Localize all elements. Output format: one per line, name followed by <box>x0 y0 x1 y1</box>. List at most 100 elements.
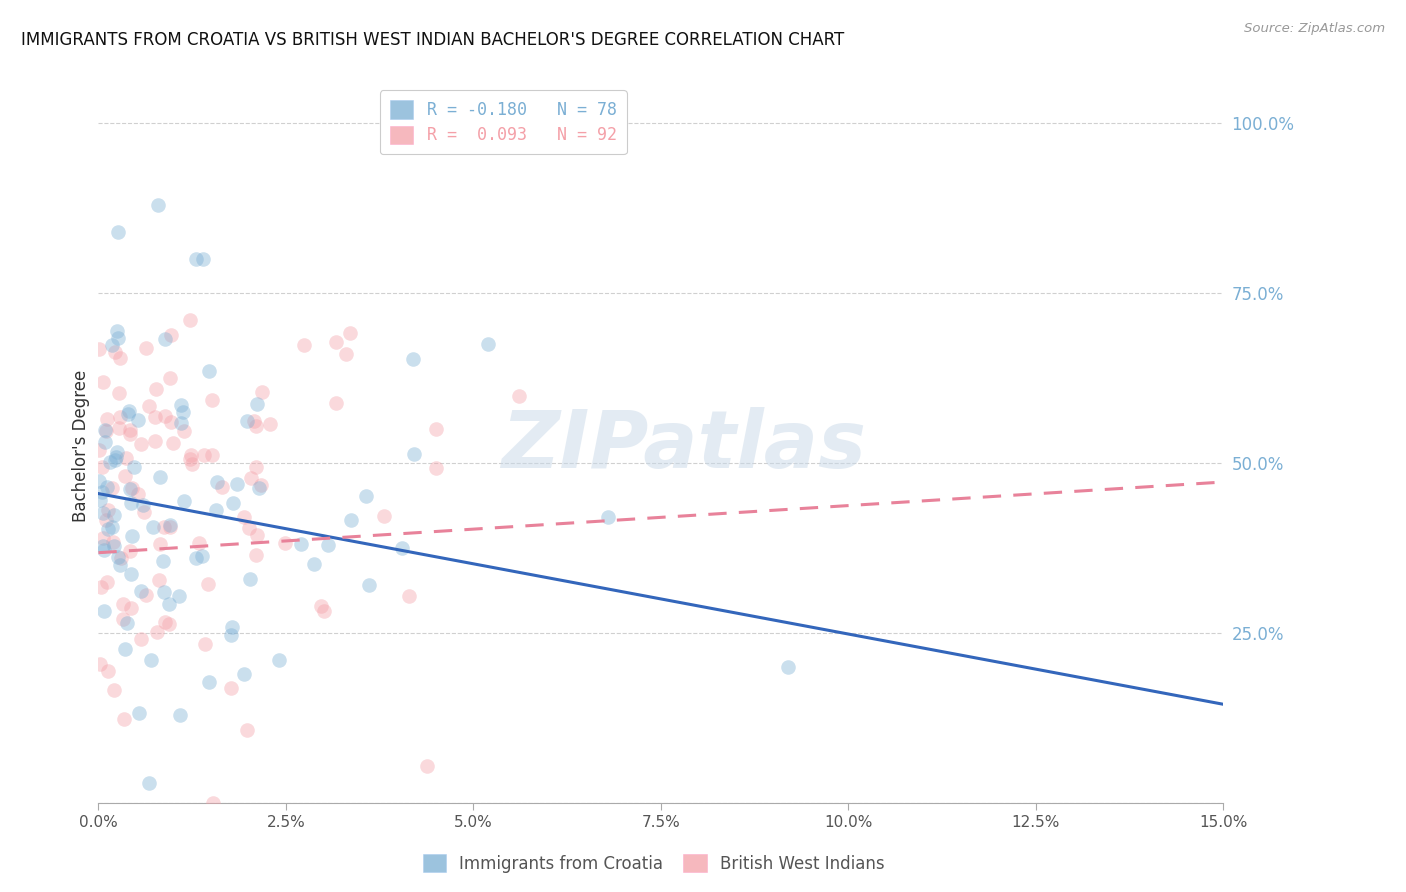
Point <box>425 422 447 436</box>
Point <box>159 371 181 385</box>
Point <box>145 382 167 396</box>
Point <box>105 324 128 338</box>
Point <box>87 443 110 458</box>
Point <box>104 345 127 359</box>
Point <box>101 337 124 351</box>
Legend: Immigrants from Croatia, British West Indians: Immigrants from Croatia, British West In… <box>416 847 891 880</box>
Point <box>193 252 215 266</box>
Point <box>120 601 142 615</box>
Point <box>245 459 267 474</box>
Point <box>96 412 118 426</box>
Point <box>143 409 166 424</box>
Point <box>138 400 160 414</box>
Point <box>173 494 195 508</box>
Point <box>101 519 124 533</box>
Point <box>94 435 117 450</box>
Point <box>91 460 114 475</box>
Point <box>90 580 112 594</box>
Point <box>198 364 221 378</box>
Point <box>373 509 395 524</box>
Point <box>94 423 117 437</box>
Point <box>120 566 142 581</box>
Point <box>167 589 190 603</box>
Point <box>87 342 110 356</box>
Point <box>101 481 124 495</box>
Point <box>194 637 217 651</box>
Point <box>135 341 157 355</box>
Point <box>778 660 800 674</box>
Point <box>103 682 125 697</box>
Point <box>108 410 131 425</box>
Point <box>245 549 267 563</box>
Point <box>219 681 242 695</box>
Point <box>159 517 181 532</box>
Text: ZIPatlas: ZIPatlas <box>501 407 866 485</box>
Point <box>325 335 347 350</box>
Point <box>187 536 209 550</box>
Point <box>148 574 170 588</box>
Point <box>233 666 256 681</box>
Point <box>155 615 177 629</box>
Point <box>143 434 166 449</box>
Point <box>249 478 271 492</box>
Point <box>247 482 270 496</box>
Point <box>149 470 172 484</box>
Point <box>201 393 224 408</box>
Point <box>222 495 245 509</box>
Point <box>118 403 141 417</box>
Point <box>93 604 115 618</box>
Point <box>94 513 117 527</box>
Point <box>173 424 195 438</box>
Point <box>129 583 152 598</box>
Point <box>89 492 111 507</box>
Point <box>96 574 118 589</box>
Point <box>162 436 184 450</box>
Point <box>198 674 221 689</box>
Point <box>243 414 266 428</box>
Point <box>152 520 174 534</box>
Point <box>127 487 149 501</box>
Point <box>91 531 114 545</box>
Point <box>153 585 176 599</box>
Point <box>128 706 150 721</box>
Point <box>103 535 125 549</box>
Point <box>172 405 194 419</box>
Point <box>180 457 202 471</box>
Point <box>274 536 297 550</box>
Point <box>309 599 332 613</box>
Point <box>157 616 180 631</box>
Point <box>236 723 259 737</box>
Point <box>105 450 128 464</box>
Point <box>145 625 167 640</box>
Point <box>359 577 381 591</box>
Point <box>96 480 118 494</box>
Point <box>108 421 131 435</box>
Point <box>202 796 225 810</box>
Point <box>107 226 129 240</box>
Point <box>138 776 160 790</box>
Point <box>197 576 219 591</box>
Point <box>108 385 131 400</box>
Point <box>107 549 129 564</box>
Text: IMMIGRANTS FROM CROATIA VS BRITISH WEST INDIAN BACHELOR'S DEGREE CORRELATION CHA: IMMIGRANTS FROM CROATIA VS BRITISH WEST … <box>21 31 845 49</box>
Point <box>110 550 132 565</box>
Point <box>598 510 620 524</box>
Point <box>127 413 149 427</box>
Point <box>142 520 165 534</box>
Point <box>115 450 138 465</box>
Point <box>121 529 143 543</box>
Point <box>415 759 437 773</box>
Point <box>108 351 131 365</box>
Point <box>304 558 326 572</box>
Point <box>91 506 114 520</box>
Point <box>148 198 170 212</box>
Point <box>211 480 233 494</box>
Point <box>312 604 335 618</box>
Point <box>121 481 143 495</box>
Point <box>131 498 153 512</box>
Point <box>114 642 136 657</box>
Point <box>94 425 117 439</box>
Point <box>98 455 121 469</box>
Point <box>179 451 201 466</box>
Y-axis label: Bachelor's Degree: Bachelor's Degree <box>72 370 90 522</box>
